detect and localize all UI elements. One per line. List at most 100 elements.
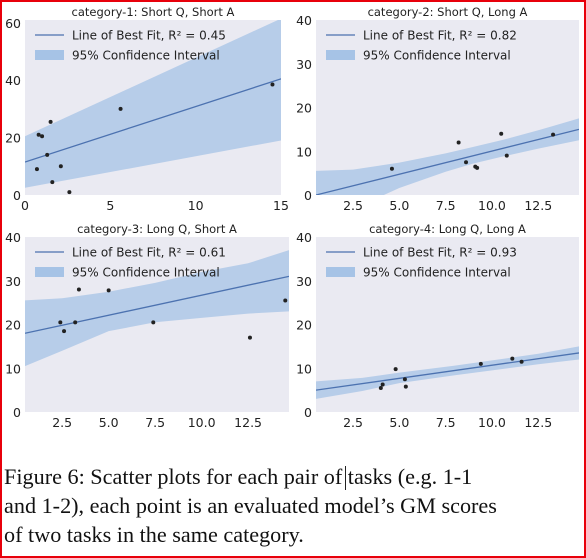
x-tick-label: 12.5	[234, 415, 262, 430]
x-tick-label: 5.0	[99, 415, 119, 430]
data-point	[106, 288, 111, 293]
data-point	[58, 320, 63, 325]
data-point	[247, 335, 252, 340]
y-tick-label: 10	[296, 144, 312, 159]
x-tick-label: 10.0	[478, 415, 506, 430]
chart-panel-3: category-3: Long Q, Short A 2.5 5.0 7.5 10.0…	[5, 222, 289, 430]
y-tick-label: 10	[296, 361, 312, 376]
data-point	[456, 140, 461, 145]
y-tick-label: 30	[5, 274, 21, 289]
y-tick-label: 40	[296, 13, 312, 28]
x-tick-label: 10	[188, 198, 204, 213]
legend-band-swatch	[326, 267, 355, 277]
chart-title: category-4: Long Q, Long A	[369, 222, 526, 236]
chart-panel-2: category-2: Short Q, Long A 2.5 5.0 7.5 10.0…	[296, 5, 579, 213]
chart-panel-1: category-1: Short Q, Short A 0 5 10 15 0 20 40 6…	[5, 5, 289, 213]
x-tick-label: 15	[273, 198, 289, 213]
x-tick-label: 12.5	[524, 415, 552, 430]
x-tick-label: 10.0	[188, 415, 216, 430]
data-point	[510, 356, 515, 361]
y-tick-label: 30	[296, 57, 312, 72]
data-point	[48, 119, 53, 124]
data-point	[67, 190, 72, 195]
data-point	[118, 106, 123, 111]
data-point	[464, 160, 469, 165]
y-tick-label: 40	[5, 73, 21, 88]
caption-line-3: of two tasks in the same category.	[4, 522, 304, 547]
x-tick-label: 7.5	[436, 198, 456, 213]
x-tick-label: 0	[21, 198, 29, 213]
y-tick-label: 40	[5, 230, 21, 245]
x-tick-label: 10.0	[478, 198, 506, 213]
data-point	[378, 385, 383, 390]
data-point	[270, 82, 275, 87]
legend-line-label: Line of Best Fit, R² = 0.61	[72, 246, 226, 260]
confidence-band	[25, 20, 281, 188]
data-point	[478, 361, 483, 366]
data-point	[40, 134, 45, 139]
y-tick-label: 0	[13, 405, 21, 420]
y-tick-label: 20	[296, 318, 312, 333]
y-tick-label: 10	[5, 361, 21, 376]
legend-band-swatch	[35, 50, 64, 60]
y-tick-label: 0	[304, 405, 312, 420]
x-tick-label: 5.0	[389, 198, 409, 213]
x-tick-label: 2.5	[343, 198, 363, 213]
scatter-figure: category-1: Short Q, Short A 0 5 10 15 0 20 40 6…	[5, 5, 579, 430]
confidence-band	[316, 118, 579, 195]
chart-panel-4: category-4: Long Q, Long A 2.5 5.0 7.5 10.0 1…	[296, 222, 579, 430]
x-tick-label: 2.5	[52, 415, 72, 430]
legend-line-label: Line of Best Fit, R² = 0.93	[363, 246, 517, 260]
x-tick-label: 7.5	[145, 415, 165, 430]
data-point	[393, 367, 398, 372]
legend-line-label: Line of Best Fit, R² = 0.82	[363, 29, 517, 43]
x-tick-label: 5.0	[389, 415, 409, 430]
legend-band-label: 95% Confidence Interval	[72, 266, 220, 280]
data-point	[34, 167, 39, 172]
data-point	[62, 329, 67, 334]
y-tick-label: 40	[296, 230, 312, 245]
data-point	[151, 320, 156, 325]
data-point	[504, 153, 509, 158]
data-point	[403, 384, 408, 389]
y-tick-label: 60	[5, 16, 21, 31]
legend-line-label: Line of Best Fit, R² = 0.45	[72, 29, 226, 43]
data-point	[73, 320, 78, 325]
fit-line	[25, 78, 281, 163]
data-point	[475, 165, 480, 170]
data-point	[551, 132, 556, 137]
y-tick-label: 0	[304, 188, 312, 203]
data-point	[45, 152, 50, 157]
y-tick-label: 0	[13, 188, 21, 203]
data-point	[58, 164, 63, 169]
y-tick-label: 20	[296, 101, 312, 116]
data-point	[36, 132, 41, 137]
legend-band-swatch	[35, 267, 64, 277]
data-point	[50, 180, 55, 185]
fit-line	[25, 275, 289, 334]
legend-band-label: 95% Confidence Interval	[363, 266, 511, 280]
x-tick-label: 2.5	[343, 415, 363, 430]
fit-line	[316, 128, 579, 195]
text-cursor	[345, 466, 346, 490]
y-tick-label: 20	[5, 318, 21, 333]
y-tick-label: 20	[5, 131, 21, 146]
figure-caption: Figure 6: Scatter plots for each pair of…	[4, 462, 582, 549]
chart-title: category-2: Short Q, Long A	[368, 5, 528, 19]
data-point	[380, 382, 385, 387]
legend-band-label: 95% Confidence Interval	[363, 49, 511, 63]
legend-band-swatch	[326, 50, 355, 60]
data-point	[402, 377, 407, 382]
chart-title: category-1: Short Q, Short A	[72, 5, 235, 19]
data-point	[499, 131, 504, 136]
data-point	[389, 166, 394, 171]
caption-line-2: and 1-2), each point is an evaluated mod…	[4, 493, 497, 518]
data-point	[283, 298, 288, 303]
fit-line	[316, 352, 579, 391]
y-tick-label: 30	[296, 274, 312, 289]
confidence-band	[25, 250, 289, 367]
data-point	[76, 287, 81, 292]
data-point	[519, 359, 524, 364]
chart-title: category-3: Long Q, Short A	[77, 222, 237, 236]
